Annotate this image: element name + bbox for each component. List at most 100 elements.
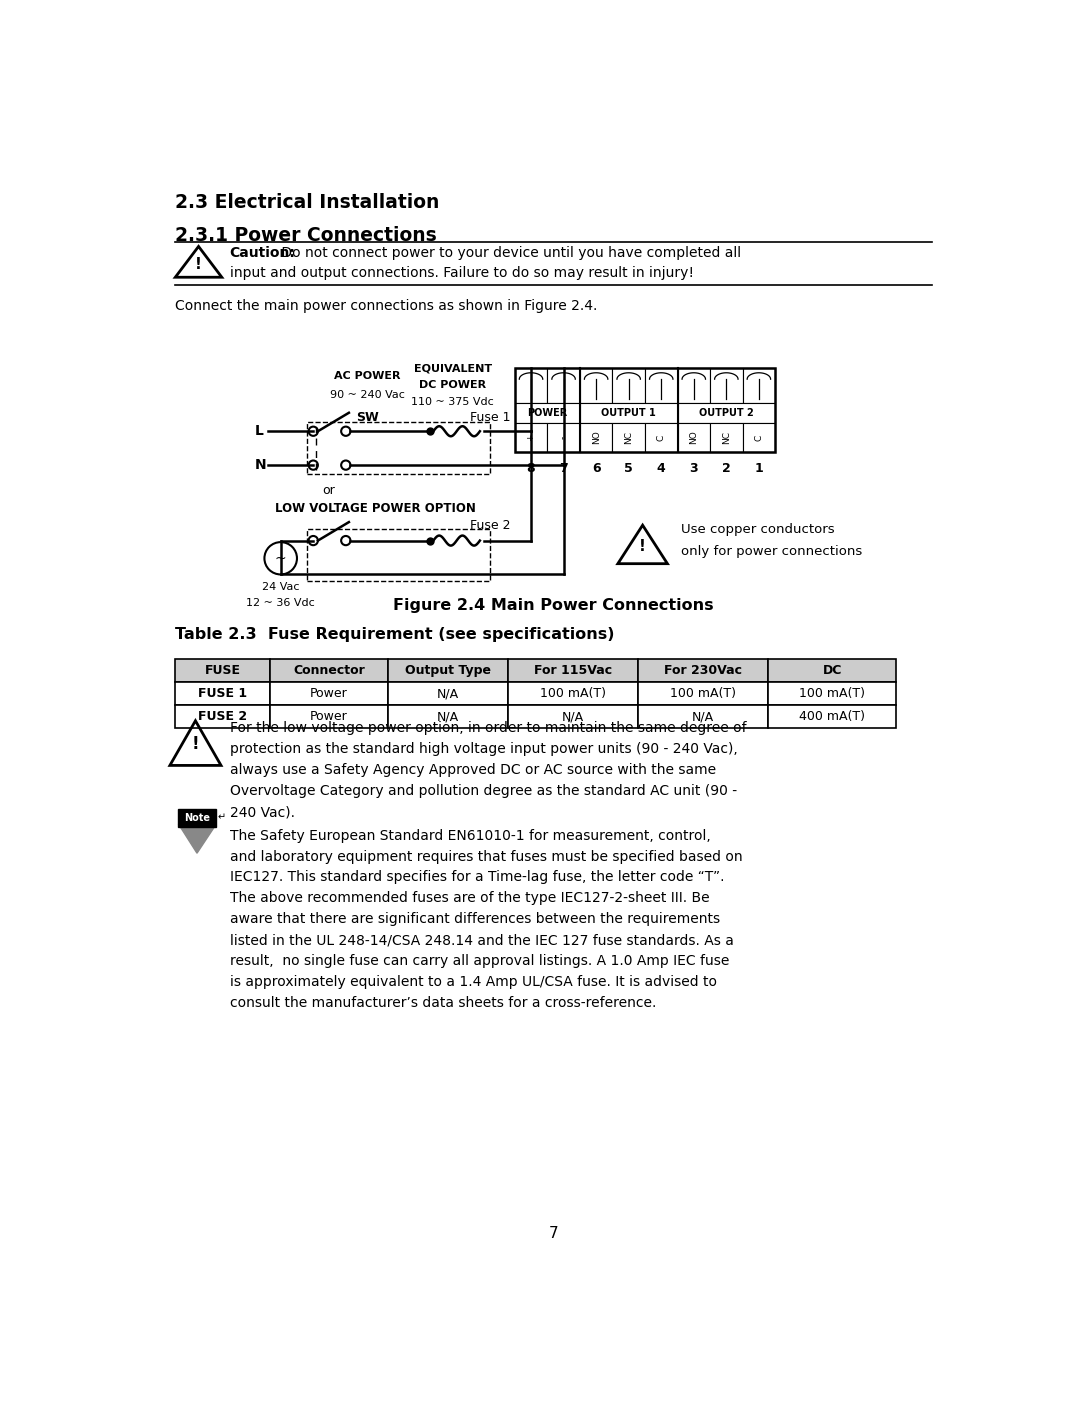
Text: listed in the UL 248-14/CSA 248.14 and the IEC 127 fuse standards. As a: listed in the UL 248-14/CSA 248.14 and t… xyxy=(230,933,733,947)
Bar xyxy=(270,682,388,706)
Bar xyxy=(612,422,645,452)
Bar xyxy=(388,659,508,682)
Text: -: - xyxy=(559,436,568,439)
Text: !: ! xyxy=(639,539,646,555)
Text: 400 mA(T): 400 mA(T) xyxy=(799,710,865,723)
Text: For 115Vac: For 115Vac xyxy=(534,664,612,678)
Text: FUSE: FUSE xyxy=(204,664,241,678)
Text: N/A: N/A xyxy=(436,688,459,700)
Text: Fuse 1: Fuse 1 xyxy=(470,411,511,424)
Bar xyxy=(677,369,710,402)
Text: Output Type: Output Type xyxy=(405,664,490,678)
Text: For the low voltage power option, in order to maintain the same degree of: For the low voltage power option, in ord… xyxy=(230,720,746,734)
Polygon shape xyxy=(178,825,216,853)
Text: 2: 2 xyxy=(721,463,731,476)
Text: OUTPUT 2: OUTPUT 2 xyxy=(699,408,754,418)
Text: 5: 5 xyxy=(624,463,633,476)
Text: 90 ~ 240 Vac: 90 ~ 240 Vac xyxy=(330,390,405,400)
Bar xyxy=(270,706,388,729)
Text: result,  no single fuse can carry all approval listings. A 1.0 Amp IEC fuse: result, no single fuse can carry all app… xyxy=(230,955,729,969)
Bar xyxy=(677,422,710,452)
Text: 100 mA(T): 100 mA(T) xyxy=(670,688,737,700)
Text: DC: DC xyxy=(823,664,841,678)
Text: 240 Vac).: 240 Vac). xyxy=(230,805,295,819)
Text: SW: SW xyxy=(356,411,379,424)
Text: ~: ~ xyxy=(275,551,286,565)
Bar xyxy=(645,422,677,452)
Text: Do not connect power to your device until you have completed all: Do not connect power to your device unti… xyxy=(276,247,741,260)
Bar xyxy=(548,422,580,452)
Text: Power: Power xyxy=(310,710,348,723)
Bar xyxy=(515,369,548,402)
Text: NO: NO xyxy=(592,431,600,445)
Bar xyxy=(508,659,638,682)
Bar xyxy=(388,706,508,729)
Text: !: ! xyxy=(191,734,200,753)
Bar xyxy=(710,422,743,452)
Text: 110 ~ 375 Vdc: 110 ~ 375 Vdc xyxy=(411,397,495,407)
Text: 7: 7 xyxy=(559,463,568,476)
Bar xyxy=(270,659,388,682)
Text: N: N xyxy=(255,457,267,472)
Text: Connector: Connector xyxy=(293,664,365,678)
Text: Overvoltage Category and pollution degree as the standard AC unit (90 -: Overvoltage Category and pollution degre… xyxy=(230,784,737,798)
Bar xyxy=(515,422,548,452)
Text: NC: NC xyxy=(721,431,731,443)
Bar xyxy=(638,659,768,682)
Text: ↵: ↵ xyxy=(218,813,226,823)
Text: Figure 2.4 Main Power Connections: Figure 2.4 Main Power Connections xyxy=(393,599,714,613)
Bar xyxy=(677,402,775,422)
Bar xyxy=(388,682,508,706)
Text: protection as the standard high voltage input power units (90 - 240 Vac),: protection as the standard high voltage … xyxy=(230,741,738,755)
Bar xyxy=(175,682,270,706)
Text: The Safety European Standard EN61010-1 for measurement, control,: The Safety European Standard EN61010-1 f… xyxy=(230,829,711,843)
Bar xyxy=(175,706,270,729)
Text: is approximately equivalent to a 1.4 Amp UL/CSA fuse. It is advised to: is approximately equivalent to a 1.4 Amp… xyxy=(230,976,716,990)
Bar xyxy=(612,369,645,402)
Bar xyxy=(580,402,677,422)
Bar xyxy=(743,422,775,452)
Bar xyxy=(580,422,612,452)
Bar xyxy=(638,706,768,729)
Text: NC: NC xyxy=(624,431,633,443)
Text: only for power connections: only for power connections xyxy=(681,545,863,558)
Text: DC POWER: DC POWER xyxy=(419,380,486,391)
Text: always use a Safety Agency Approved DC or AC source with the same: always use a Safety Agency Approved DC o… xyxy=(230,762,716,777)
Bar xyxy=(178,809,216,827)
Text: FUSE 2: FUSE 2 xyxy=(198,710,247,723)
Text: 6: 6 xyxy=(592,463,600,476)
Text: NO: NO xyxy=(689,431,699,445)
Text: or: or xyxy=(322,484,335,497)
Text: L: L xyxy=(255,424,264,438)
Text: +: + xyxy=(527,433,536,441)
Text: AC POWER: AC POWER xyxy=(334,371,401,381)
Text: 24 Vac: 24 Vac xyxy=(262,582,299,592)
Bar xyxy=(743,369,775,402)
Text: 100 mA(T): 100 mA(T) xyxy=(799,688,865,700)
Bar xyxy=(515,369,775,452)
Bar xyxy=(768,706,896,729)
Text: 3: 3 xyxy=(689,463,698,476)
Text: 2.3.1 Power Connections: 2.3.1 Power Connections xyxy=(175,226,437,246)
Text: EQUIVALENT: EQUIVALENT xyxy=(414,363,491,374)
Text: 8: 8 xyxy=(527,463,536,476)
Bar xyxy=(307,530,490,580)
Text: aware that there are significant differences between the requirements: aware that there are significant differe… xyxy=(230,912,719,926)
Text: FUSE 1: FUSE 1 xyxy=(198,688,247,700)
Text: POWER: POWER xyxy=(527,408,567,418)
Bar xyxy=(710,369,743,402)
Bar xyxy=(645,369,677,402)
Text: and laboratory equipment requires that fuses must be specified based on: and laboratory equipment requires that f… xyxy=(230,850,742,864)
Text: Table 2.3  Fuse Requirement (see specifications): Table 2.3 Fuse Requirement (see specific… xyxy=(175,627,615,642)
Text: Fuse 2: Fuse 2 xyxy=(470,518,511,532)
Text: 2.3 Electrical Installation: 2.3 Electrical Installation xyxy=(175,192,440,212)
Text: N/A: N/A xyxy=(562,710,584,723)
Text: 7: 7 xyxy=(549,1226,558,1241)
Text: Power: Power xyxy=(310,688,348,700)
Text: IEC127. This standard specifies for a Time-lag fuse, the letter code “T”.: IEC127. This standard specifies for a Ti… xyxy=(230,870,724,884)
Bar xyxy=(638,682,768,706)
Text: Caution:: Caution: xyxy=(230,247,296,260)
Text: consult the manufacturer’s data sheets for a cross-reference.: consult the manufacturer’s data sheets f… xyxy=(230,995,656,1010)
Text: input and output connections. Failure to do so may result in injury!: input and output connections. Failure to… xyxy=(230,267,693,281)
Text: C: C xyxy=(657,435,665,441)
